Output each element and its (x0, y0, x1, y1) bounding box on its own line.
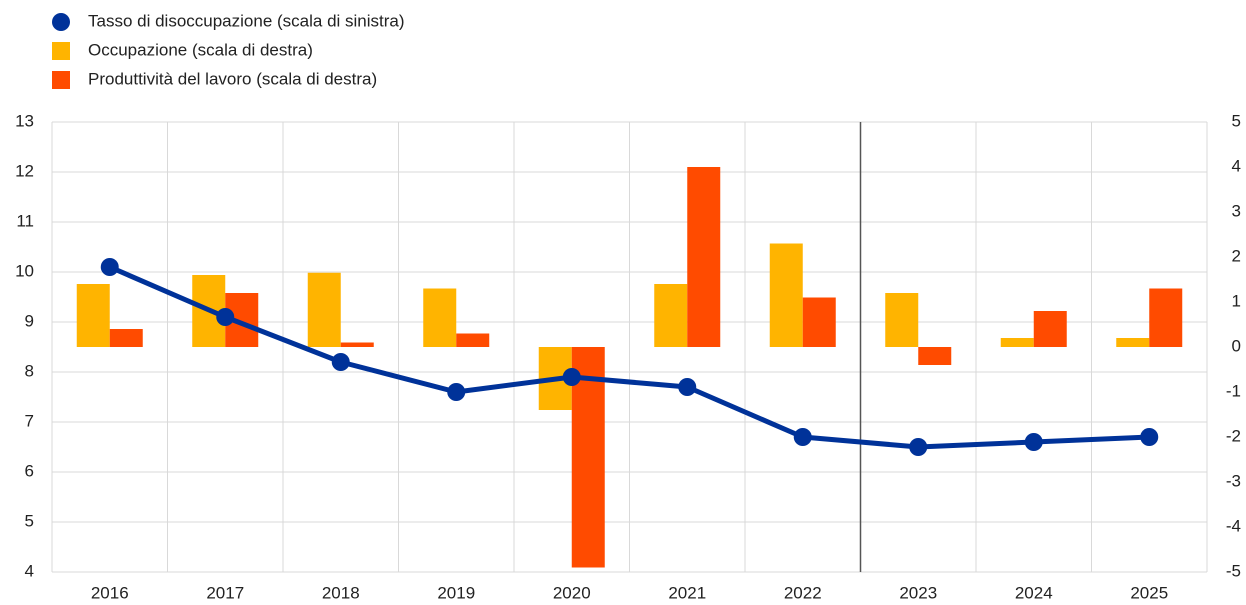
y2-tick-label: -2 (1226, 426, 1241, 445)
bar (340, 342, 374, 347)
point (562, 368, 581, 386)
y-tick-label: 4 (25, 561, 34, 580)
y-tick-label: 10 (15, 261, 34, 280)
y-tick-label: 9 (25, 311, 34, 330)
y2-tick-label: 4 (1232, 156, 1241, 175)
bar (307, 272, 341, 347)
bar (109, 329, 143, 347)
legend-label: Produttività del lavoro (scala di destra… (88, 69, 377, 88)
point (1024, 433, 1043, 451)
y-tick-label: 12 (15, 161, 34, 180)
bar (885, 293, 919, 347)
legend-marker (52, 42, 70, 60)
point (793, 428, 812, 446)
y-tick-label: 8 (25, 361, 34, 380)
y2-tick-label: 3 (1232, 201, 1241, 220)
point (909, 438, 928, 456)
point (216, 308, 235, 326)
legend-label: Tasso di disoccupazione (scala di sinist… (88, 11, 405, 30)
y2-tick-label: 1 (1232, 291, 1241, 310)
x-tick-label: 2017 (206, 583, 244, 602)
y-tick-label: 7 (25, 411, 34, 430)
y-tick-label: 5 (25, 511, 34, 530)
point (447, 383, 466, 401)
point (678, 378, 697, 396)
x-tick-label: 2021 (668, 583, 706, 602)
x-tick-label: 2025 (1130, 583, 1168, 602)
x-tick-label: 2020 (553, 583, 591, 602)
x-tick-label: 2019 (437, 583, 475, 602)
bar (687, 167, 721, 347)
bar (1033, 311, 1067, 347)
x-tick-label: 2023 (899, 583, 937, 602)
point (1140, 428, 1159, 446)
y2-tick-label: 0 (1232, 336, 1241, 355)
bar (1000, 338, 1034, 347)
legend-marker (52, 71, 70, 89)
x-tick-label: 2024 (1015, 583, 1053, 602)
y-tick-label: 13 (15, 111, 34, 130)
point (331, 353, 350, 371)
x-tick-label: 2018 (322, 583, 360, 602)
bar (456, 333, 490, 347)
bar (1116, 338, 1150, 347)
bar (769, 243, 803, 347)
y2-tick-label: -1 (1226, 381, 1241, 400)
y2-tick-label: 5 (1232, 111, 1241, 130)
legend-label: Occupazione (scala di destra) (88, 40, 313, 59)
bar (76, 284, 110, 347)
bar (423, 288, 457, 347)
y2-tick-label: -3 (1226, 471, 1241, 490)
x-tick-label: 2016 (91, 583, 129, 602)
y2-tick-label: -5 (1226, 561, 1241, 580)
y-tick-label: 11 (16, 211, 34, 230)
point (100, 258, 119, 276)
bar (918, 347, 952, 365)
x-tick-label: 2022 (784, 583, 822, 602)
bar (1149, 288, 1183, 347)
line (108, 264, 1150, 450)
y2-tick-label: -4 (1226, 516, 1241, 535)
bar (654, 284, 688, 347)
y2-tick-label: 2 (1232, 246, 1241, 265)
bar (802, 297, 836, 347)
legend-marker (52, 13, 70, 31)
y-tick-label: 6 (25, 461, 34, 480)
